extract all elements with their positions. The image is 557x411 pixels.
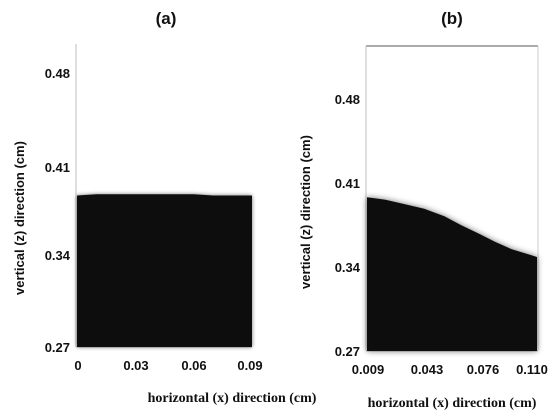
panel-b-ytick-1: 0.34 [335, 260, 361, 275]
panel-b-xtick-2: 0.076 [467, 362, 500, 377]
panel-a-ytick-0: 0.27 [45, 340, 70, 355]
panel-b-ytick-3: 0.48 [335, 92, 360, 107]
panel-a-xtick-2: 0.06 [181, 358, 206, 373]
panel-a-ytick-2: 0.41 [45, 160, 70, 175]
panel-a-y-ticks: 0.27 0.34 0.41 0.48 [45, 66, 71, 355]
panel-b-xtick-3: 0.110 [516, 362, 548, 377]
panel-a-fill [77, 194, 252, 347]
panel-b-xtick-0: 0.009 [352, 362, 385, 377]
panel-b-ylabel: vertical (z) direction (cm) [298, 135, 313, 289]
panel-b-ytick-2: 0.41 [335, 176, 360, 191]
panel-b-xlabel: horizontal (x) direction (cm) [368, 396, 537, 411]
panel-b-plot [367, 197, 537, 351]
panel-b-xtick-1: 0.043 [411, 362, 444, 377]
panel-a-plot [77, 194, 252, 347]
panel-a-xtick-3: 0.09 [237, 358, 262, 373]
panel-b-fill [367, 197, 537, 351]
panel-b-title: (b) [441, 9, 463, 28]
panel-a-xlabel: horizontal (x) direction (cm) [148, 391, 317, 406]
panel-a-xtick-1: 0.03 [123, 358, 148, 373]
panel-a: (a) vertical (z) direction (cm) horizont… [12, 9, 317, 406]
panel-b-ytick-0: 0.27 [335, 344, 360, 359]
panel-a-ytick-3: 0.48 [45, 66, 70, 81]
panel-b: (b) vertical (z) direction (cm) horizont… [298, 9, 548, 411]
panel-a-ytick-1: 0.34 [45, 248, 71, 263]
panel-b-x-ticks: 0.009 0.043 0.076 0.110 [352, 362, 548, 377]
panel-b-y-ticks: 0.27 0.34 0.41 0.48 [335, 92, 361, 359]
panel-a-title: (a) [156, 9, 177, 28]
panel-a-x-ticks: 0 0.03 0.06 0.09 [74, 358, 262, 373]
panel-a-ylabel: vertical (z) direction (cm) [12, 141, 27, 295]
panel-a-xtick-0: 0 [74, 358, 81, 373]
